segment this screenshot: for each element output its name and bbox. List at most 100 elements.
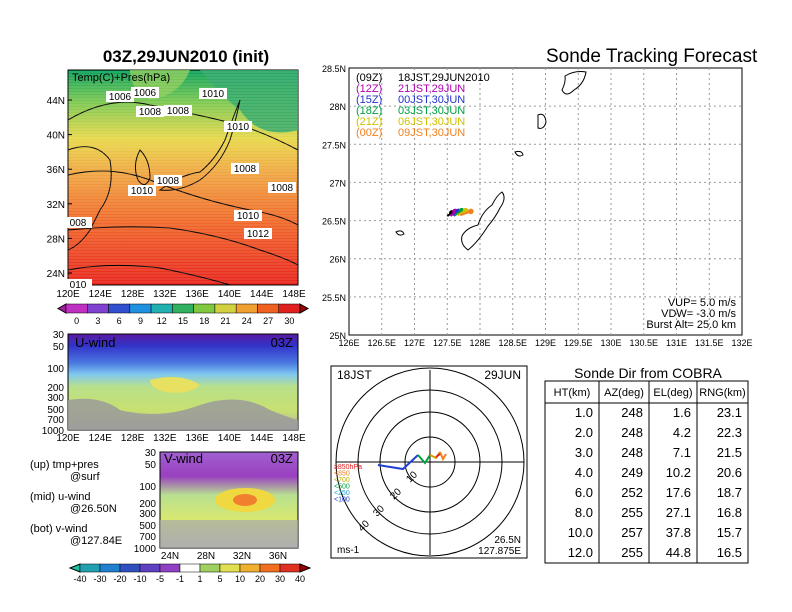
colorbar-swatch <box>235 303 258 314</box>
table-header: HT(km) <box>554 387 591 399</box>
table-cell: 3.0 <box>575 445 593 460</box>
lon-tick-label: 148E <box>282 433 306 444</box>
lat-tick-label: 40N <box>47 131 65 142</box>
table-cell: 255 <box>621 545 643 560</box>
legend-text: 21JST,29JUN <box>398 83 465 95</box>
lon-tick-label: 126E <box>338 338 359 348</box>
polar-loc-1: 26.5N <box>494 535 521 546</box>
lon-tick-label: 128E <box>469 338 490 348</box>
table-cell: 6.0 <box>575 485 593 500</box>
lon-tick-label: 124E <box>89 289 113 300</box>
colorbar-tick-label: 1 <box>197 574 202 584</box>
p-tick-label: 700 <box>139 532 156 543</box>
lon-tick-label: 127E <box>404 338 425 348</box>
track-map-frame <box>348 67 743 336</box>
table-cell: 8.0 <box>575 505 593 520</box>
p-tick-label: 200 <box>47 383 64 394</box>
p-tick-label: 30 <box>145 448 157 459</box>
uwind-label: U-wind <box>75 335 115 350</box>
lat-tick-label: 25N <box>329 331 346 341</box>
table-cell: 27.1 <box>666 505 691 520</box>
vwind-label: V-wind <box>164 451 203 466</box>
coastline-korea <box>134 149 151 185</box>
colorbar-tick-label: 30 <box>284 316 294 326</box>
contour-label: 1008 <box>271 183 294 194</box>
p-tick-label: 50 <box>145 460 157 471</box>
lon-tick-label: 130E <box>600 338 621 348</box>
contour-label: 1008 <box>234 164 257 175</box>
colorbar-arrow-left <box>68 563 81 573</box>
legend-tag: (18Z) <box>356 105 382 117</box>
table-cell: 18.7 <box>717 485 742 500</box>
vwind-gray-region <box>160 520 298 548</box>
colorbar-tick-label: 6 <box>117 316 122 326</box>
lon-tick-label: 148E <box>282 289 306 300</box>
colorbar-swatch <box>239 563 261 573</box>
p-tick-label: 1000 <box>42 426 65 437</box>
table-cell: 7.1 <box>673 445 691 460</box>
contour-label: 1010 <box>227 122 250 133</box>
contour-label-bg <box>224 121 252 132</box>
lon-tick-label: 144E <box>250 433 274 444</box>
lon-tick-label: 140E <box>218 289 242 300</box>
contour-label-bg <box>106 91 134 102</box>
table-cell: 16.8 <box>717 505 742 520</box>
p-tick-label: 100 <box>47 364 64 375</box>
colorbar-swatch <box>108 303 131 314</box>
p-tick-label: 500 <box>47 405 64 416</box>
table-title: Sonde Dir from COBRA <box>574 365 722 381</box>
polar-legend-entry: ≥850hPa <box>334 464 362 471</box>
right-title: Sonde Tracking Forecast <box>546 46 758 67</box>
polar-legend-entry: <100 <box>334 497 350 504</box>
table-cell: 257 <box>621 525 643 540</box>
colorbar-swatch <box>259 563 281 573</box>
colorbar-swatch <box>159 563 181 573</box>
small-island <box>395 230 405 236</box>
colorbar-tick-label: -1 <box>176 574 184 584</box>
legend-tag: (15Z) <box>356 94 382 106</box>
contour-label-bg <box>164 105 192 116</box>
lon-tick-label: 128E <box>121 289 145 300</box>
colorbar-tick-label: 3 <box>95 316 100 326</box>
lon-tick-label: 124E <box>89 433 113 444</box>
colorbar-arrow-right <box>299 563 312 573</box>
okinawa-island <box>461 191 505 251</box>
table-cell: 249 <box>621 465 643 480</box>
panel-notes: (up) tmp+pres @surf (mid) u-wind @26.50N… <box>30 459 122 547</box>
note-bot-1: (bot) v-wind <box>30 523 87 535</box>
contour-label: 1006 <box>134 88 157 99</box>
lat-tick-label: 32N <box>47 200 65 211</box>
colorbar-swatch <box>199 563 221 573</box>
colorbar-arrow-left <box>56 303 67 314</box>
table-cell: 37.8 <box>666 525 691 540</box>
p-tick-label: 500 <box>139 521 156 532</box>
colorbar-swatch <box>278 303 301 314</box>
legend-tag: (00Z) <box>356 127 382 139</box>
polar-date: 29JUN <box>484 368 521 382</box>
contour-label-bg <box>64 279 92 290</box>
table-cell: 248 <box>621 445 643 460</box>
polar-time: 18JST <box>337 368 372 382</box>
cool-region <box>200 70 298 133</box>
lon-tick-label: 128.5E <box>498 338 527 348</box>
lon-tick-label: 127.5E <box>433 338 462 348</box>
uwind-time: 03Z <box>271 335 293 350</box>
table-cell: 17.6 <box>666 485 691 500</box>
small-island <box>561 71 587 95</box>
hodo-segment-mid <box>417 454 431 465</box>
contour-label: 1010 <box>202 89 225 100</box>
lat-tick-label: 27.5N <box>322 140 346 150</box>
note-up-1: (up) tmp+pres <box>30 459 99 471</box>
hodo-segment-upper <box>377 454 419 471</box>
colorbar-swatch <box>129 303 152 314</box>
table-cell: 4.2 <box>673 425 691 440</box>
isobar <box>67 264 231 286</box>
lon-tick-label: 132E <box>731 338 752 348</box>
contour-label: 1008 <box>139 107 162 118</box>
lat-tick-label: 26.5N <box>322 217 346 227</box>
contour-label-bg <box>136 106 164 117</box>
note-mid-1: (mid) u-wind <box>30 491 91 503</box>
